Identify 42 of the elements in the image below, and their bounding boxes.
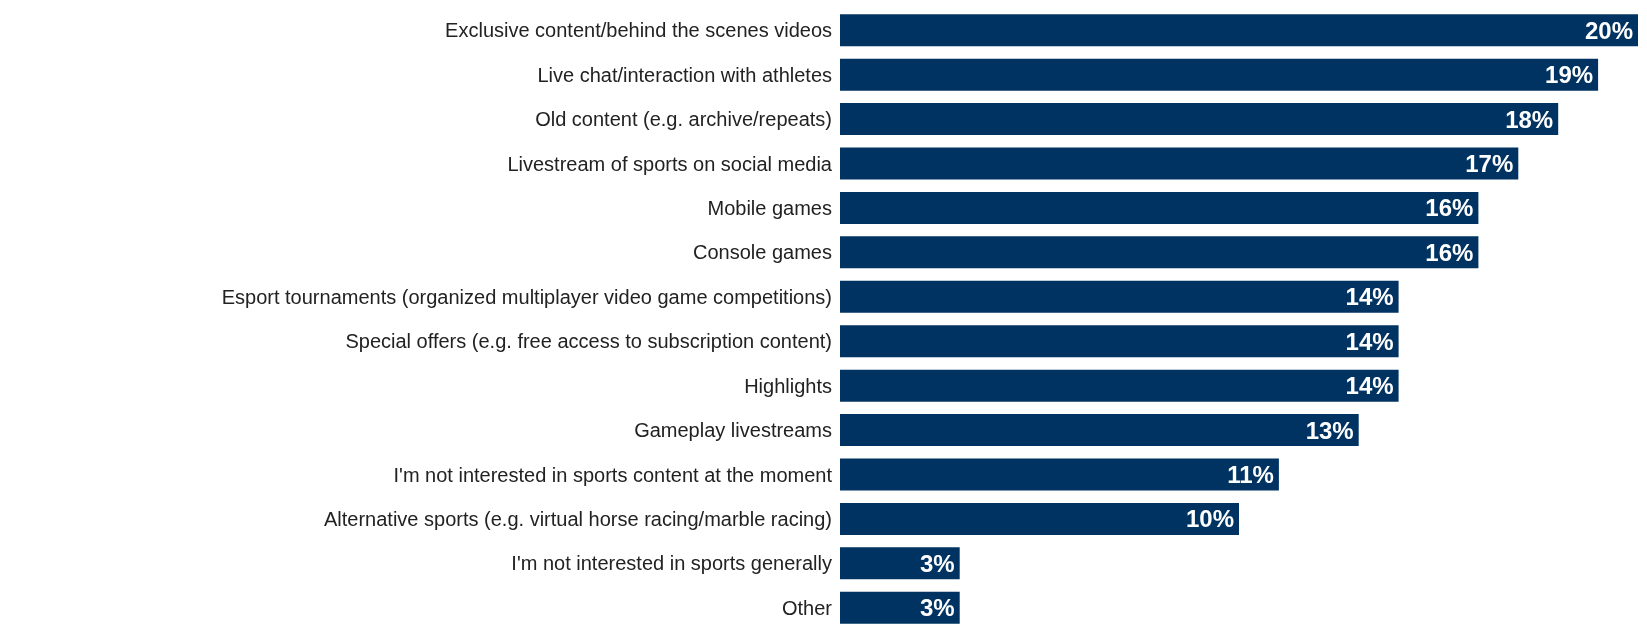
data-label: 14% <box>1345 372 1394 400</box>
data-label: 14% <box>1345 283 1394 311</box>
y-tick-label: Other <box>781 596 833 619</box>
y-tick-label: Livestream of sports on social media <box>507 152 833 175</box>
bar <box>840 458 1279 491</box>
bar <box>840 236 1479 269</box>
y-tick-label: I'm not interested in sports generally <box>511 552 832 575</box>
y-tick-label: Esport tournaments (organized multiplayer video game competitions) <box>221 285 832 308</box>
data-label: 17% <box>1465 150 1514 178</box>
bar <box>840 369 1399 402</box>
data-label: 20% <box>1584 16 1633 44</box>
data-label: 18% <box>1505 105 1554 133</box>
y-tick-label: Console games <box>693 241 832 264</box>
y-tick-label: Gameplay livestreams <box>634 419 832 442</box>
bar <box>840 591 960 624</box>
data-label: 19% <box>1545 61 1594 89</box>
bar <box>840 414 1359 447</box>
bar <box>840 147 1519 180</box>
data-label: 3% <box>920 549 955 577</box>
bar <box>840 191 1479 224</box>
bar <box>840 58 1599 91</box>
data-label: 10% <box>1185 505 1234 533</box>
data-label: 3% <box>920 594 955 622</box>
y-tick-label: Alternative sports (e.g. virtual horse racing/marble racing) <box>324 508 832 531</box>
bar <box>840 280 1399 313</box>
y-tick-label: Old content (e.g. archive/repeats) <box>535 108 832 131</box>
bar <box>840 547 960 580</box>
y-tick-label: Special offers (e.g. free access to subscription content) <box>345 330 832 353</box>
data-label: 16% <box>1425 238 1474 266</box>
y-tick-label: Live chat/interaction with athletes <box>537 63 832 86</box>
y-tick-label: Mobile games <box>707 197 832 220</box>
bar <box>840 103 1559 136</box>
y-tick-label: I'm not interested in sports content at the moment <box>393 463 833 486</box>
y-tick-label: Highlights <box>744 374 832 397</box>
bar <box>840 14 1638 47</box>
data-label: 14% <box>1345 327 1394 355</box>
data-label: 13% <box>1305 416 1354 444</box>
bar <box>840 325 1399 358</box>
data-label: 11% <box>1227 461 1274 489</box>
data-label: 16% <box>1425 194 1474 222</box>
bar <box>840 502 1239 535</box>
y-tick-label: Exclusive content/behind the scenes videos <box>445 19 832 42</box>
